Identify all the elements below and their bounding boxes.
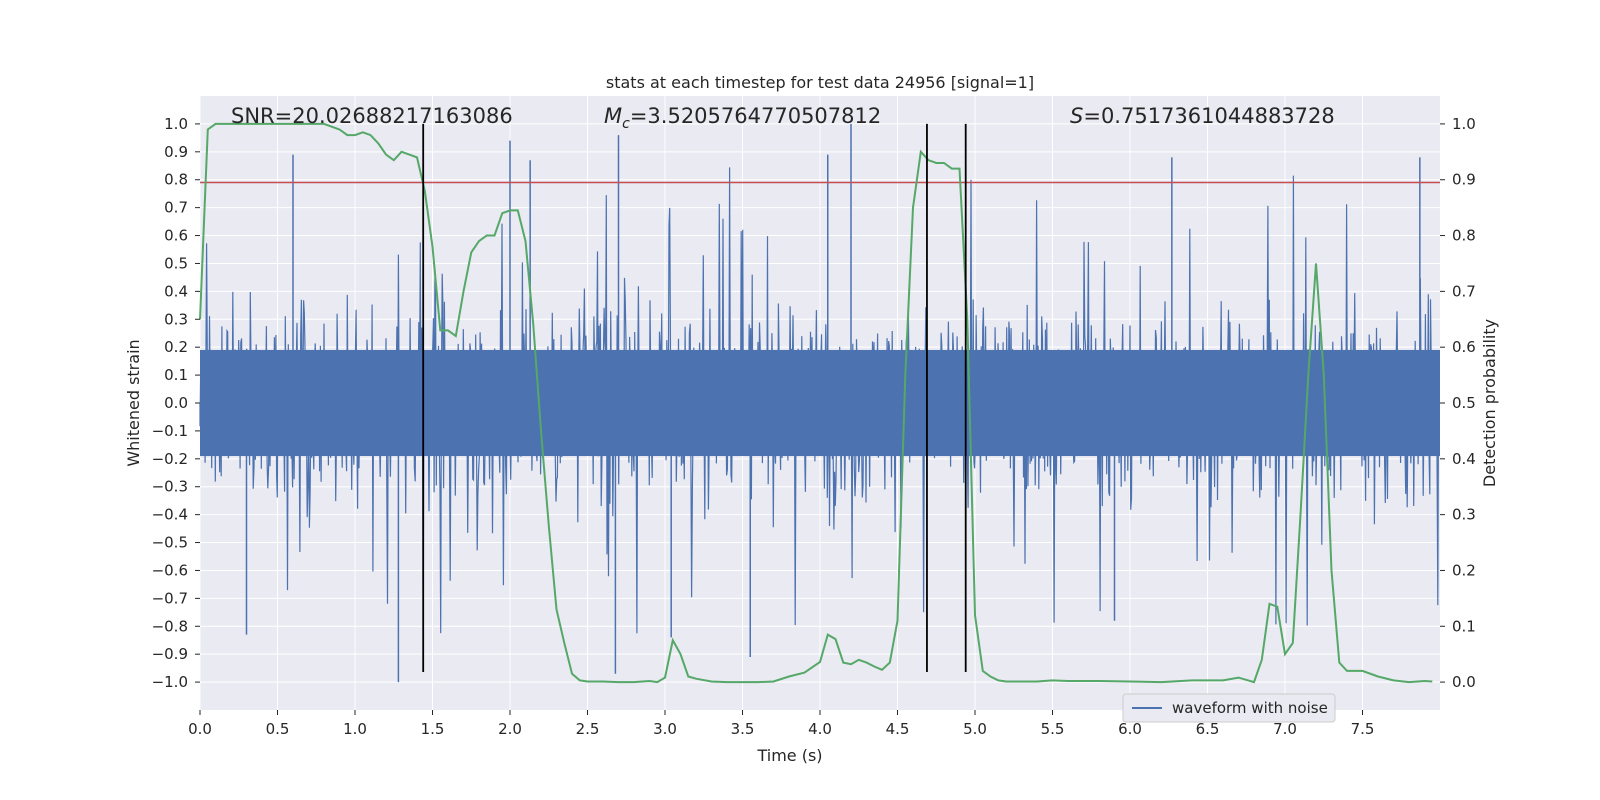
x-tick-label: 7.0 [1273, 720, 1297, 738]
chart-title: stats at each timestep for test data 249… [606, 73, 1034, 92]
right-y-ticks: 1.0 0.9 0.8 0.7 0.6 0.5 0.4 0.3 0.2 0.1 0.0 [1440, 115, 1476, 691]
y-tick-label: 0.7 [164, 199, 188, 217]
detection-probability-series [199, 122, 1433, 684]
x-tick-label: 2.5 [576, 720, 600, 738]
y-tick-label: 1.0 [164, 115, 188, 133]
y2-tick-label: 0.1 [1452, 617, 1476, 635]
y-tick-label: 0.0 [164, 394, 188, 412]
x-tick-label: 7.5 [1351, 720, 1375, 738]
y-tick-label: 0.8 [164, 171, 188, 189]
x-tick-label: 4.5 [886, 720, 910, 738]
y2-tick-label: 0.0 [1452, 673, 1476, 691]
y-axis-label: Whitened strain [124, 339, 143, 466]
y-tick-label: 0.1 [164, 366, 188, 384]
chirp-mass-annotation: Mc=3.5205764770507812 [604, 104, 881, 132]
y2-tick-label: 0.2 [1452, 561, 1476, 579]
x-tick-label: 2.0 [498, 720, 522, 738]
vertical-markers [422, 123, 967, 672]
y-tick-label: −1.0 [152, 673, 188, 691]
waveform-series [199, 123, 1440, 683]
y-tick-label: −0.1 [152, 422, 188, 440]
snr-annotation: SNR=20.02688217163086 [231, 104, 513, 128]
left-y-ticks: 1.0 0.9 0.8 0.7 0.6 0.5 0.4 0.3 0.2 0.1 0.0 −0.1 −0.… [152, 115, 200, 691]
y-tick-label: −0.2 [152, 450, 188, 468]
y2-tick-label: 0.8 [1452, 227, 1476, 245]
y-tick-label: 0.4 [164, 282, 188, 300]
y-tick-label: 0.6 [164, 227, 188, 245]
x-tick-label: 5.0 [963, 720, 987, 738]
y-tick-label: −0.9 [152, 645, 188, 663]
y-tick-label: 0.9 [164, 143, 188, 161]
x-tick-label: 5.5 [1041, 720, 1065, 738]
legend: waveform with noise [1122, 693, 1336, 723]
x-tick-label: 1.5 [421, 720, 445, 738]
mc-symbol: M [604, 104, 622, 128]
y2-tick-label: 1.0 [1452, 115, 1476, 133]
y-tick-label: −0.5 [152, 534, 188, 552]
s-value: =0.7517361044883728 [1083, 104, 1334, 128]
x-tick-label: 3.5 [731, 720, 755, 738]
y2-tick-label: 0.9 [1452, 171, 1476, 189]
y-tick-label: −0.3 [152, 478, 188, 496]
x-tick-label: 4.0 [808, 720, 832, 738]
legend-label: waveform with noise [1172, 699, 1328, 717]
y-tick-label: 0.3 [164, 310, 188, 328]
s-symbol: S [1070, 104, 1083, 128]
y-tick-label: 0.5 [164, 254, 188, 272]
waveform-core-band [200, 349, 1440, 457]
x-tick-label: 0.5 [266, 720, 290, 738]
y2-tick-label: 0.5 [1452, 394, 1476, 412]
y-tick-label: 0.2 [164, 338, 188, 356]
y2-tick-label: 0.7 [1452, 282, 1476, 300]
y-tick-label: −0.6 [152, 561, 188, 579]
x-tick-label: 3.0 [653, 720, 677, 738]
mc-subscript: c [622, 116, 630, 132]
x-tick-label: 6.5 [1196, 720, 1220, 738]
mc-value: =3.5205764770507812 [630, 104, 881, 128]
y2-tick-label: 0.6 [1452, 338, 1476, 356]
y-tick-label: −0.7 [152, 589, 188, 607]
score-annotation: S=0.7517361044883728 [1070, 104, 1335, 128]
y2-tick-label: 0.3 [1452, 506, 1476, 524]
x-ticks: 0.0 0.5 1.0 1.5 2.0 2.5 3.0 3.5 4.0 4.5 5.0 5.5 6.0 6… [188, 710, 1374, 738]
y2-axis-label: Detection probability [1480, 319, 1499, 487]
x-axis-label: Time (s) [756, 746, 822, 765]
x-tick-label: 6.0 [1118, 720, 1142, 738]
y-tick-label: −0.4 [152, 506, 188, 524]
detection-probability-line [199, 122, 1433, 684]
x-tick-label: 1.0 [343, 720, 367, 738]
y2-tick-label: 0.4 [1452, 450, 1476, 468]
legend-box [1122, 693, 1336, 723]
x-tick-label: 0.0 [188, 720, 212, 738]
y-tick-label: −0.8 [152, 617, 188, 635]
